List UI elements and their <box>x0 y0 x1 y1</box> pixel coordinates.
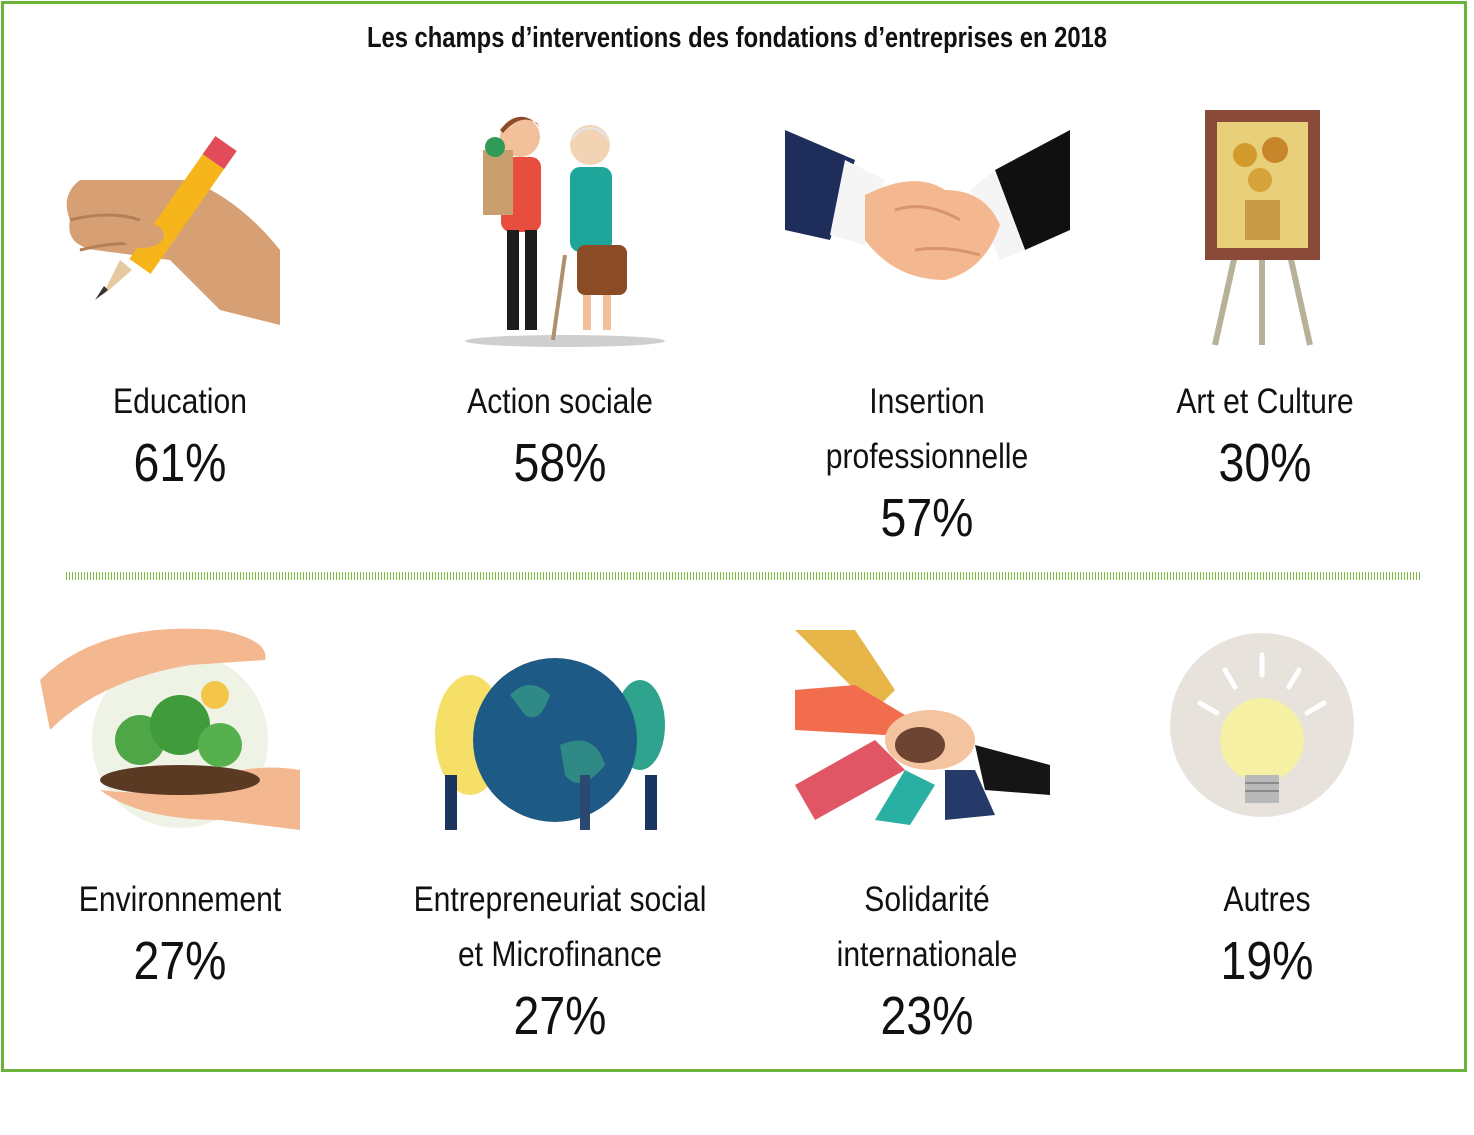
category-label: Autres <box>1223 880 1311 919</box>
handshake-icon <box>785 130 1070 280</box>
category-cell-environnement: Environnement 27% <box>0 872 370 995</box>
category-cell-autres: Autres 19% <box>1077 872 1457 995</box>
pencil-hand-icon <box>66 136 281 325</box>
category-value: 23% <box>880 986 974 1046</box>
category-cell-solidarite-internationale: Solidarité internationale 23% <box>737 872 1117 1050</box>
painting-on-easel-icon <box>1205 110 1320 346</box>
light-bulb-icon <box>1170 633 1354 817</box>
category-cell-art-et-culture: Art et Culture 30% <box>1075 374 1455 497</box>
category-label: Education <box>113 382 247 421</box>
category-value: 58% <box>513 433 607 493</box>
young-man-helping-elderly-woman-icon <box>465 116 665 347</box>
people-around-globe-icon <box>435 658 665 830</box>
category-value: 30% <box>1218 433 1312 493</box>
category-label: internationale <box>836 935 1018 974</box>
category-value: 27% <box>133 931 227 991</box>
category-label: Insertion <box>869 382 985 421</box>
category-label: professionnelle <box>825 437 1029 476</box>
category-value: 19% <box>1220 931 1314 991</box>
category-label: Art et Culture <box>1176 382 1354 421</box>
category-value: 61% <box>133 433 227 493</box>
category-label: et Microfinance <box>457 935 663 974</box>
row-divider <box>66 572 1420 580</box>
hands-protecting-trees-icon <box>40 628 300 830</box>
category-value: 27% <box>513 986 607 1046</box>
category-cell-action-sociale: Action sociale 58% <box>370 374 750 497</box>
category-cell-entrepreneuriat-social: Entrepreneuriat social et Microfinance 2… <box>370 872 750 1050</box>
category-label: Entrepreneuriat social <box>413 880 707 919</box>
stacked-hands-icon <box>795 630 1050 825</box>
category-label: Action sociale <box>467 382 653 421</box>
category-value: 57% <box>880 488 974 548</box>
chart-title: Les champs d’interventions des fondation… <box>366 22 1108 54</box>
category-label: Solidarité <box>864 880 990 919</box>
category-cell-education: Education 61% <box>0 374 370 497</box>
category-label: Environnement <box>78 880 282 919</box>
category-cell-insertion-professionnelle: Insertion professionnelle 57% <box>737 374 1117 552</box>
chart-frame <box>1 1 1467 1072</box>
